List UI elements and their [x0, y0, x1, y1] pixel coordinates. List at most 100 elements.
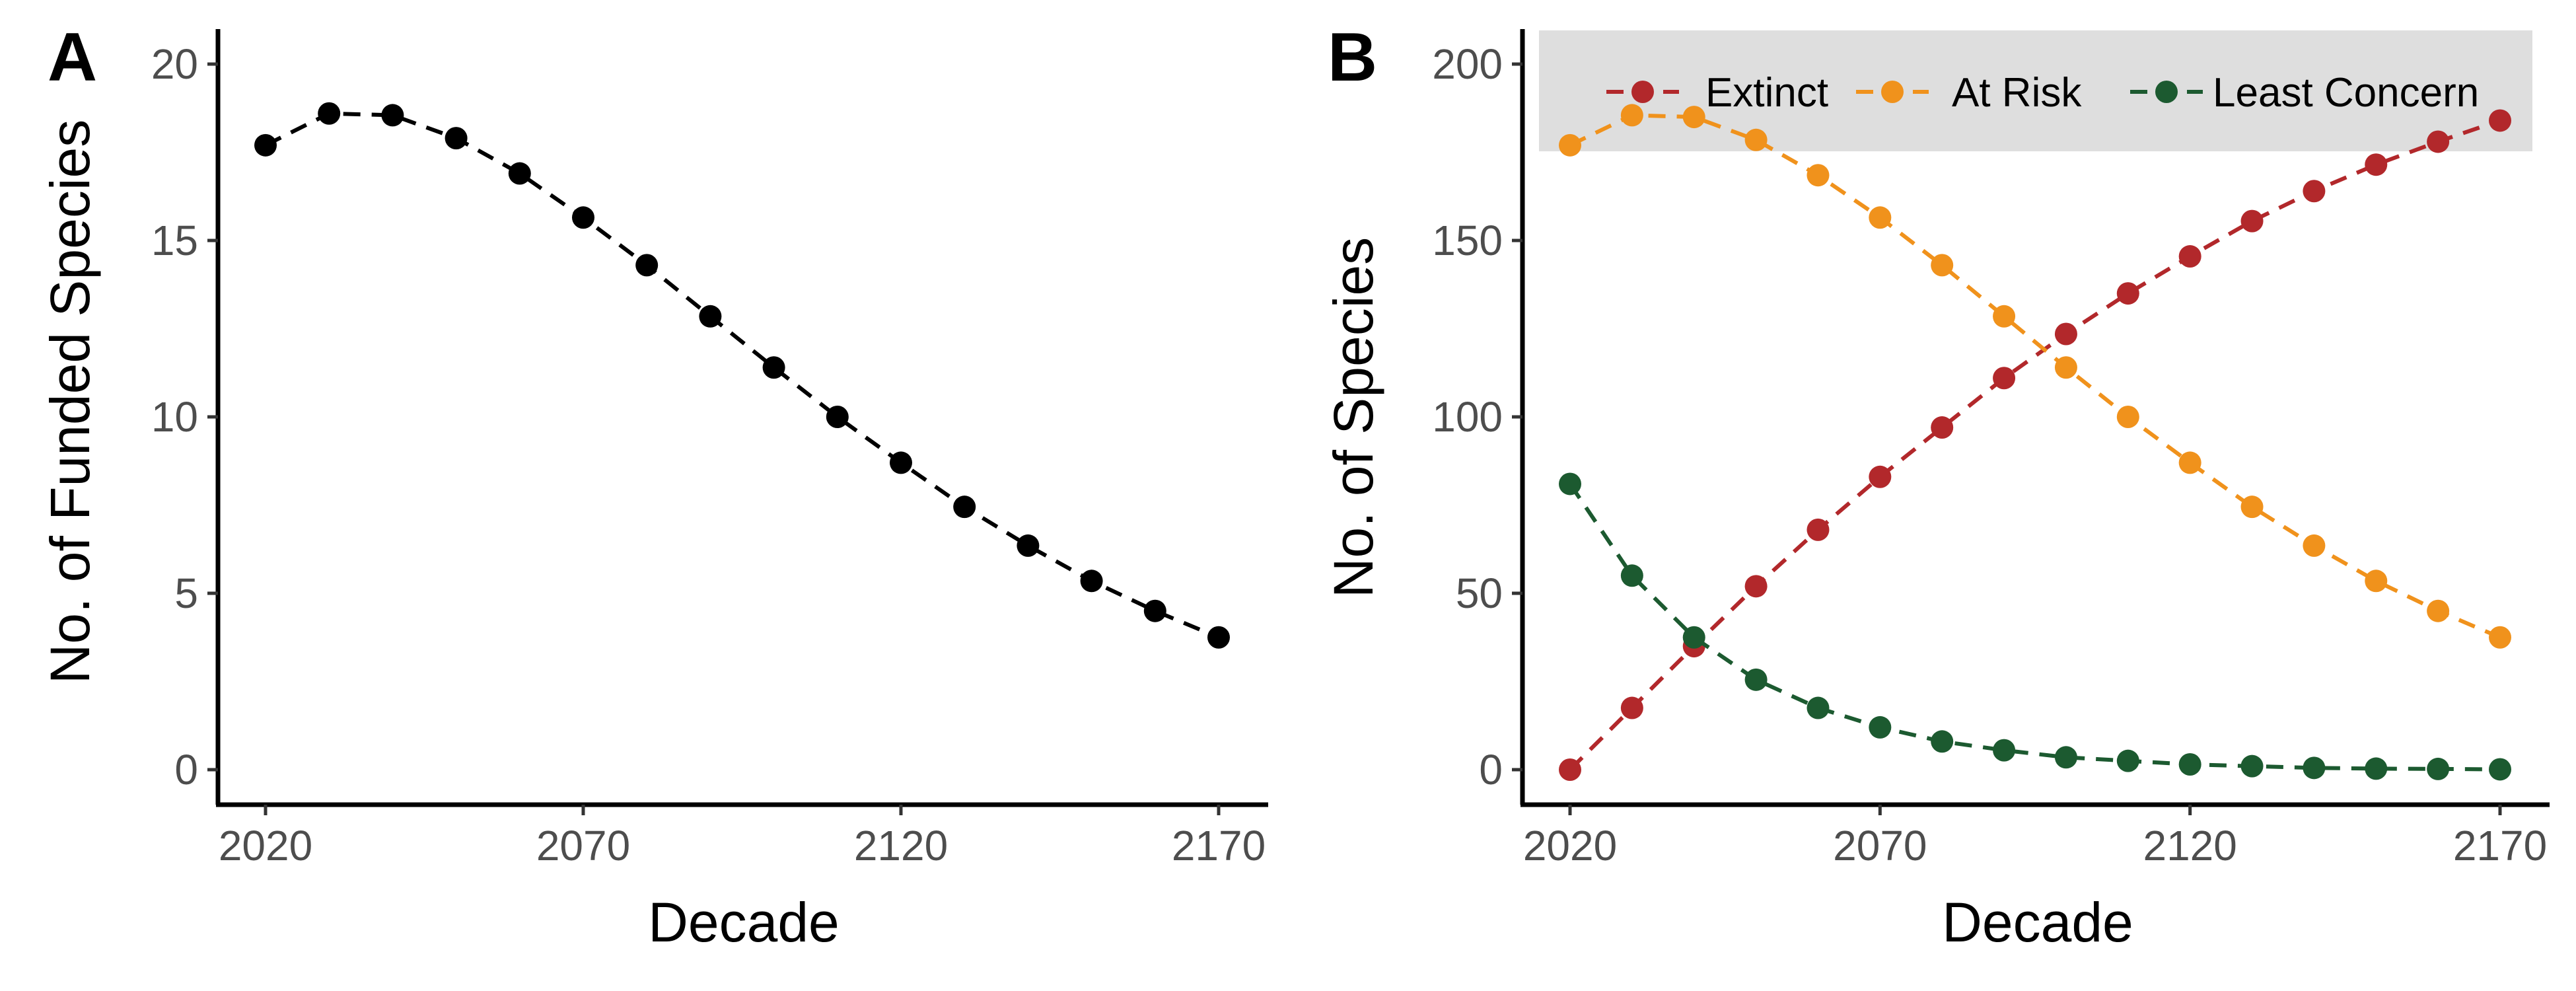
panel-b-x-tick-label: 2020: [1523, 822, 1617, 869]
panel-b-chart: B Extinct At Risk Least Concern 0 50 100 150 2…: [1322, 19, 2550, 953]
panel-b-point-at-risk: [1807, 164, 1830, 187]
panel-b-y-tick-label: 100: [1432, 393, 1503, 441]
legend-item-least-concern: Least Concern: [2130, 70, 2479, 116]
panel-a-point-funded-species: [890, 451, 912, 474]
panel-a-point-funded-species: [508, 162, 531, 185]
panel-b-point-at-risk: [1744, 128, 1768, 151]
panel-b-point-extinct: [1931, 416, 1954, 439]
panel-a-x-tick-label: 2020: [219, 822, 312, 869]
panel-b-point-extinct: [2303, 180, 2326, 203]
panel-b-x-tick-label: 2120: [2143, 822, 2236, 869]
panel-b-point-at-risk: [1993, 305, 2016, 328]
legend: Extinct At Risk Least Concern: [1606, 70, 2479, 116]
panel-b-point-least-concern: [2240, 754, 2264, 778]
panel-a-y-tick-label: 15: [151, 217, 198, 264]
panel-b-point-least-concern: [1559, 472, 1581, 495]
panel-b-point-at-risk: [2303, 534, 2326, 557]
panel-b-point-extinct: [2240, 209, 2264, 233]
panel-a-line-funded-species: [264, 111, 1220, 640]
panel-b-point-least-concern: [1682, 626, 1705, 649]
legend-key-point: [2155, 81, 2178, 103]
panel-b-point-extinct: [1807, 518, 1830, 541]
panel-b-point-at-risk: [2427, 599, 2450, 622]
panel-b-point-least-concern: [1620, 564, 1643, 587]
panel-b-point-least-concern: [1744, 668, 1768, 691]
legend-label: Least Concern: [2213, 70, 2479, 116]
legend-item-at-risk: At Risk: [1856, 70, 2082, 116]
panel-a-y-tick-label: 5: [174, 569, 198, 617]
panel-a-x-tick-label: 2120: [854, 822, 948, 869]
panel-b-point-at-risk: [1931, 254, 1954, 277]
panel-a-point-funded-species: [1207, 626, 1230, 649]
panel-a-series-funded-species: [254, 102, 1230, 649]
panel-b-point-at-risk: [2489, 626, 2511, 649]
panel-a-point-funded-species: [699, 305, 722, 328]
panel-a-x-axis-title: Decade: [648, 891, 840, 953]
panel-b-point-least-concern: [2303, 756, 2326, 780]
panel-b-point-least-concern: [1807, 696, 1830, 719]
panel-b-x-tick-label: 2170: [2453, 822, 2547, 869]
panel-a-point-funded-species: [953, 495, 976, 519]
panel-a-point-funded-species: [381, 104, 404, 127]
legend-item-extinct: Extinct: [1606, 70, 1828, 116]
panel-a-point-funded-species: [1143, 599, 1166, 622]
panel-a-point-funded-species: [1017, 534, 1040, 557]
panel-b-line-least-concern: [1568, 482, 2501, 772]
panel-a-point-funded-species: [318, 102, 341, 125]
panel-a-y-axis-title: No. of Funded Species: [39, 120, 101, 684]
panel-b-series-at-risk: [1559, 104, 2511, 649]
panel-b-line-extinct: [1568, 118, 2501, 772]
panel-b-point-extinct: [1993, 367, 2016, 390]
panel-b-point-extinct: [1559, 758, 1581, 781]
panel-b-point-extinct: [1744, 575, 1768, 598]
panel-b-point-at-risk: [1682, 106, 1705, 129]
panel-b-point-least-concern: [2489, 758, 2511, 781]
panel-b-point-extinct: [2427, 130, 2450, 153]
legend-key-point: [1881, 81, 1904, 103]
panel-b-point-at-risk: [2116, 406, 2139, 428]
panel-b-point-extinct: [2489, 109, 2511, 132]
panel-b-series-extinct: [1559, 109, 2511, 781]
panel-a-point-funded-species: [254, 133, 277, 157]
panel-a-series: [254, 102, 1230, 649]
panel-b-point-extinct: [2365, 153, 2388, 176]
panel-b-point-at-risk: [1559, 133, 1581, 157]
legend-background: [1539, 30, 2532, 151]
legend-key-point: [1631, 81, 1654, 103]
panel-a-point-funded-species: [1080, 569, 1103, 593]
panel-b-axes: 0 50 100 150 200 2020 2070 2120 2170: [1432, 29, 2550, 869]
panel-b-point-extinct: [1620, 696, 1643, 719]
panel-b-tag: B: [1328, 19, 1377, 96]
panel-a-y-tick-label: 0: [174, 746, 198, 793]
panel-a-point-funded-species: [635, 254, 659, 277]
panel-b-point-at-risk: [2178, 451, 2201, 474]
panel-a-y-tick-label: 20: [151, 40, 198, 88]
panel-b-point-at-risk: [1620, 104, 1643, 127]
panel-a-point-funded-species: [826, 406, 849, 428]
panel-a-y-tick-label: 10: [151, 393, 198, 441]
panel-b-point-extinct: [2054, 322, 2077, 346]
panel-b-point-at-risk: [2365, 569, 2388, 593]
panel-b-point-least-concern: [2178, 752, 2201, 776]
panel-b-x-tick-label: 2070: [1833, 822, 1927, 869]
panel-b-series: [1559, 104, 2511, 781]
panel-a-tag: A: [48, 19, 97, 96]
panel-b-point-least-concern: [2427, 757, 2450, 780]
legend-label: Extinct: [1705, 70, 1828, 116]
panel-b-y-tick-label: 50: [1456, 569, 1503, 617]
panel-b-y-tick-label: 200: [1432, 40, 1503, 88]
panel-b-y-tick-label: 0: [1479, 746, 1503, 793]
panel-b-point-extinct: [1869, 465, 1892, 488]
panel-b-point-least-concern: [2116, 749, 2139, 772]
panel-b-line-at-risk: [1569, 113, 2501, 640]
panel-a-point-funded-species: [762, 356, 785, 379]
panel-a-point-funded-species: [572, 206, 594, 229]
panel-b-y-axis-title: No. of Species: [1322, 237, 1384, 598]
panel-b-point-least-concern: [1931, 730, 1954, 753]
panel-a-x-tick-label: 2170: [1172, 822, 1266, 869]
panel-b-point-least-concern: [1993, 739, 2016, 762]
panel-b-point-at-risk: [2240, 495, 2264, 519]
panel-b-point-least-concern: [1869, 716, 1892, 739]
